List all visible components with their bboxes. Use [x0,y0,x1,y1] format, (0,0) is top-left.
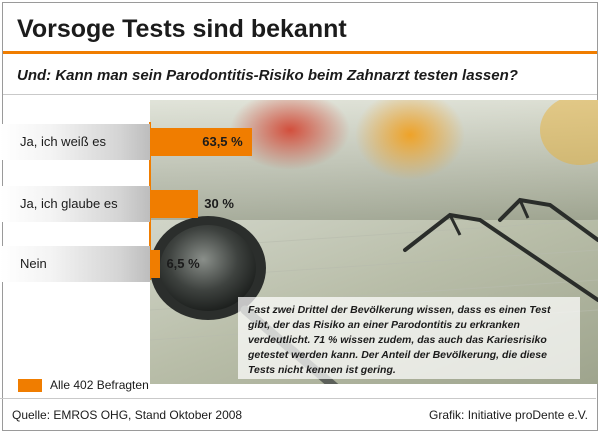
category-label: Ja, ich glaube es [20,196,118,211]
subtitle-divider [3,94,597,95]
legend-swatch [18,379,42,392]
bar [150,250,161,278]
credit-note: Grafik: Initiative proDente e.V. [429,408,588,422]
annotation-text: Fast zwei Drittel der Bevölkerung wissen… [248,304,551,376]
category-row-background [0,246,150,282]
category-row-background [0,124,150,160]
chart-subtitle: Und: Kann man sein Parodontitis-Risiko b… [17,67,518,84]
category-label: Ja, ich weiß es [20,134,106,149]
page-title: Vorsoge Tests sind bekannt [17,15,347,43]
bar-value-label: 30 % [204,196,234,211]
bar-value-label: 63,5 % [202,134,243,149]
annotation-box: Fast zwei Drittel der Bevölkerung wissen… [238,297,580,379]
legend-label: Alle 402 Befragten [50,378,149,392]
bar [150,128,253,156]
bar-value-label: 6,5 % [166,256,200,271]
title-divider [3,51,597,54]
dental-instruments-illustration [150,100,598,384]
bar [150,190,199,218]
source-note: Quelle: EMROS OHG, Stand Oktober 2008 [12,408,243,422]
footer-divider [0,398,596,399]
bar-chart: Ja, ich weiß es 63,5 % Ja, ich glaube es 30… [0,100,600,300]
category-label: Nein [20,256,47,271]
category-row-background [0,186,150,222]
